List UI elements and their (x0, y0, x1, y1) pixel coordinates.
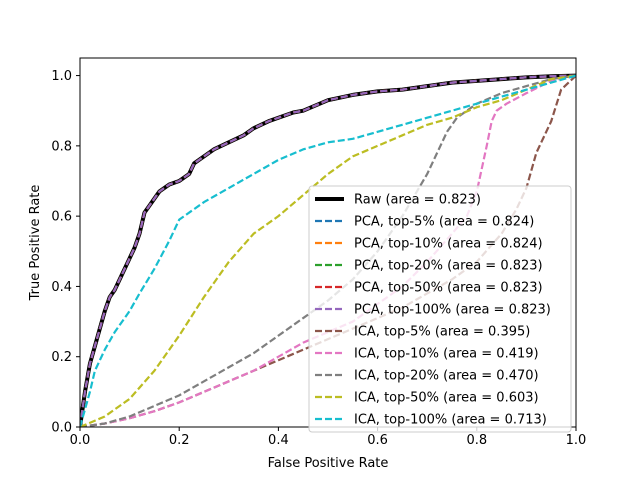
legend-entry-5: PCA, top-100% (area = 0.823) (354, 303, 551, 318)
y-tick-label: 0.6 (51, 210, 72, 225)
y-tick-label: 0.2 (51, 350, 72, 365)
legend: Raw (area = 0.823) PCA, top-5% (area = 0.… (308, 185, 572, 433)
series-layer (80, 73, 576, 427)
y-tick-label: 0.0 (51, 421, 72, 436)
legend-entry-1: PCA, top-5% (area = 0.824) (354, 215, 534, 230)
x-tick-label: 0.4 (268, 433, 289, 448)
legend-entry-9: ICA, top-50% (area = 0.603) (354, 391, 539, 406)
series-line-5 (80, 74, 576, 427)
series-line-9 (80, 74, 576, 427)
x-tick-label: 0.8 (466, 433, 487, 448)
y-tick-label: 1.0 (51, 69, 72, 84)
y-axis-label: True Positive Rate (28, 185, 43, 302)
x-tick-label: 1.0 (566, 433, 587, 448)
x-axis-label: False Positive Rate (268, 456, 389, 471)
x-tick-label: 0.0 (70, 433, 91, 448)
legend-entry-2: PCA, top-10% (area = 0.824) (354, 237, 543, 252)
legend-entry-8: ICA, top-20% (area = 0.470) (354, 369, 539, 384)
y-tick-label: 0.4 (51, 280, 72, 295)
legend-entry-7: ICA, top-10% (area = 0.419) (354, 347, 539, 362)
y-tick-label: 0.8 (51, 139, 72, 154)
legend-entry-10: ICA, top-100% (area = 0.713) (354, 413, 547, 428)
legend-box (308, 185, 572, 433)
legend-entry-4: PCA, top-50% (area = 0.823) (354, 281, 543, 296)
series-line-10 (80, 74, 576, 427)
legend-entry-6: ICA, top-5% (area = 0.395) (354, 325, 530, 340)
legend-entry-0: Raw (area = 0.823) (354, 193, 481, 208)
x-tick-label: 0.6 (367, 433, 388, 448)
legend-entry-3: PCA, top-20% (area = 0.823) (354, 259, 543, 274)
x-tick-label: 0.2 (169, 433, 190, 448)
